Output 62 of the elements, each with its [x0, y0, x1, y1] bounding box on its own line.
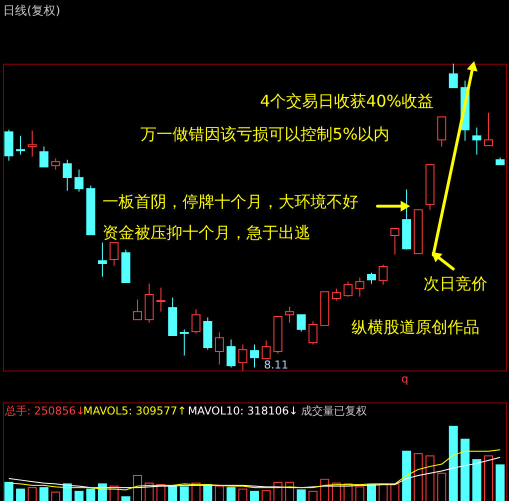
bar — [226, 487, 236, 501]
candlestick — [180, 328, 189, 356]
candlestick — [98, 242, 107, 278]
bar — [460, 438, 470, 501]
candlestick — [226, 339, 236, 368]
candlestick — [39, 146, 48, 168]
bar — [39, 487, 48, 501]
bar — [367, 484, 376, 501]
bar — [496, 464, 505, 501]
annotation: 资金被压抑十个月，急于出逃 — [102, 223, 311, 242]
bar — [4, 482, 14, 501]
annotation: 万一做错因该亏损可以控制5%以内 — [140, 124, 390, 144]
candlestick — [250, 344, 259, 368]
candlestick — [156, 287, 166, 312]
bar — [86, 488, 96, 501]
annotation: 8.11 — [264, 358, 288, 372]
text: q — [401, 372, 408, 386]
text: 总手: 250856↓ — [4, 404, 86, 418]
candlestick — [285, 306, 294, 324]
candlestick — [367, 272, 376, 284]
candlestick — [448, 63, 458, 88]
candlestick — [332, 288, 341, 302]
bar — [472, 459, 482, 501]
bar — [402, 450, 412, 501]
candlestick — [296, 314, 306, 332]
bar — [448, 426, 458, 501]
bar — [203, 484, 212, 501]
candlestick — [133, 299, 142, 320]
candlestick — [390, 228, 400, 256]
candlestick — [484, 112, 493, 146]
candlestick — [437, 116, 446, 148]
candlestick — [355, 277, 364, 298]
text: MAVOL5: 309577↑ — [83, 404, 187, 418]
candlestick — [28, 130, 37, 158]
candlestick — [308, 320, 318, 345]
bar — [168, 486, 178, 501]
candlestick — [472, 127, 482, 156]
chart-title: 日线(复权) — [2, 3, 60, 18]
candlestick — [74, 169, 84, 192]
text: MAVOL10: 318106↓ — [188, 404, 298, 418]
candlestick — [51, 158, 60, 170]
annotation: 次日竞价 — [423, 274, 488, 293]
candlestick — [16, 135, 26, 156]
candlestick — [344, 281, 353, 298]
candlestick — [214, 332, 224, 365]
candlestick — [192, 308, 200, 334]
bar — [121, 496, 130, 501]
annotation: 纵横股道原创作品 — [352, 318, 480, 337]
annotation: 4个交易日收获40%收益 — [260, 92, 434, 111]
annotation: 一板首阴，停牌十个月，大环境不好 — [102, 192, 359, 212]
candlestick — [110, 242, 119, 266]
candlestick — [62, 159, 72, 192]
bar — [74, 490, 84, 501]
bar — [296, 489, 306, 501]
candlestick — [4, 129, 14, 162]
text: 成交量已复权 — [301, 404, 368, 418]
candlestick — [238, 344, 248, 372]
bar — [16, 488, 26, 501]
candlestick — [378, 264, 388, 286]
bar — [180, 486, 189, 501]
candlestick — [262, 340, 271, 360]
bar — [250, 490, 259, 501]
